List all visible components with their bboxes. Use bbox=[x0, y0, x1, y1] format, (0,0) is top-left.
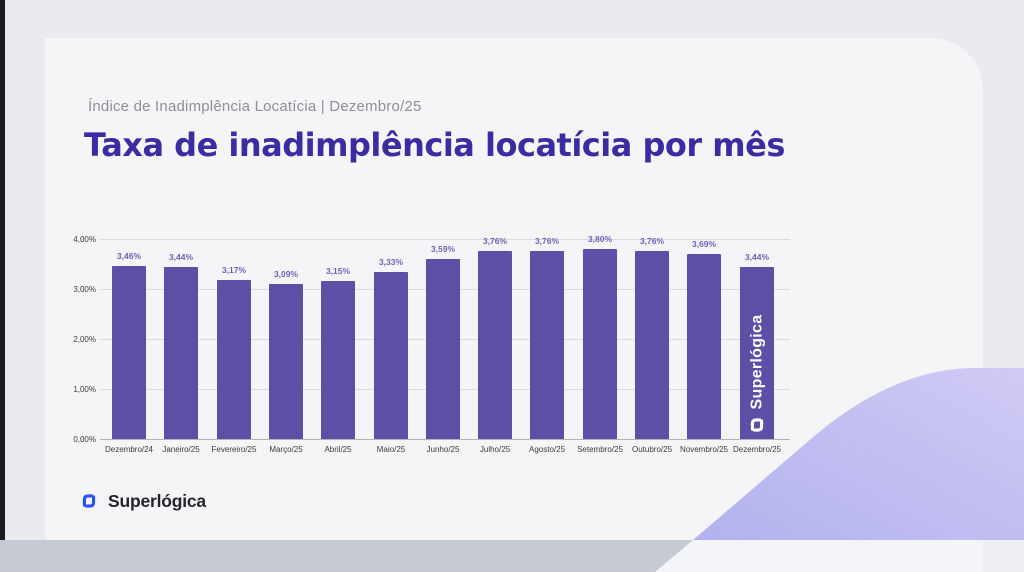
bar bbox=[217, 280, 251, 439]
y-axis-label: 2,00% bbox=[73, 335, 96, 344]
bar bbox=[374, 272, 408, 439]
bar-chart: 4,00% 3,00% 2,00% 1,00% 0,00% 3,46% Dezembro/2… bbox=[60, 230, 840, 462]
superlogica-loop-icon bbox=[78, 490, 100, 512]
superlogica-logo: Superlógica bbox=[78, 490, 206, 512]
bar-value-label: 3,69% bbox=[691, 239, 717, 249]
y-axis-label: 4,00% bbox=[73, 235, 96, 244]
y-axis-label: 0,00% bbox=[73, 435, 96, 444]
bar-value-label: 3,17% bbox=[221, 265, 247, 275]
bar bbox=[478, 251, 512, 439]
bar-value-label: 3,33% bbox=[378, 257, 404, 267]
bar bbox=[269, 284, 303, 439]
bar-value-label: 3,80% bbox=[587, 234, 613, 244]
superlogica-logo-text: Superlógica bbox=[108, 490, 206, 511]
bottom-strip bbox=[0, 540, 983, 572]
x-axis-label: Outubro/25 bbox=[631, 445, 673, 454]
x-axis-label: Janeiro/25 bbox=[162, 445, 200, 454]
bar-value-label: 3,44% bbox=[744, 252, 770, 262]
bar-value-label: 3,15% bbox=[325, 266, 351, 276]
bar-value-label: 3,09% bbox=[273, 269, 299, 279]
slide-card: Índice de Inadimplência Locatícia | Deze… bbox=[45, 38, 983, 540]
bar bbox=[321, 281, 355, 439]
bar-value-label: 3,76% bbox=[639, 236, 665, 246]
bar bbox=[164, 267, 198, 439]
eyebrow-text: Índice de Inadimplência Locatícia | Deze… bbox=[88, 98, 422, 115]
x-axis-label: Agosto/25 bbox=[528, 445, 566, 454]
bar-value-label: 3,76% bbox=[482, 236, 508, 246]
page-title: Taxa de inadimplência locatícia por mês bbox=[84, 126, 785, 164]
bottom-strip-right bbox=[983, 540, 1024, 572]
bar-value-label: 3,76% bbox=[534, 236, 560, 246]
x-axis-label: Abril/25 bbox=[324, 445, 352, 454]
superlogica-watermark-text: Superlógica bbox=[748, 314, 766, 410]
bar bbox=[112, 266, 146, 439]
x-axis-label: Dezembro/24 bbox=[104, 445, 154, 454]
x-axis-label: Julho/25 bbox=[479, 445, 511, 454]
y-axis-label: 1,00% bbox=[73, 385, 96, 394]
bar: Superlógica bbox=[740, 267, 774, 439]
x-axis-label: Maio/25 bbox=[376, 445, 406, 454]
bar bbox=[635, 251, 669, 439]
bar-value-label: 3,44% bbox=[168, 252, 194, 262]
y-axis-label: 3,00% bbox=[73, 285, 96, 294]
x-axis-label: Dezembro/25 bbox=[732, 445, 782, 454]
superlogica-watermark-icon bbox=[746, 414, 768, 436]
x-axis-label: Fevereiro/25 bbox=[211, 445, 257, 454]
bar bbox=[583, 249, 617, 439]
bar bbox=[426, 259, 460, 439]
x-axis-label: Março/25 bbox=[269, 445, 303, 454]
gridline bbox=[100, 439, 790, 440]
bar-value-label: 3,46% bbox=[116, 251, 142, 261]
x-axis-label: Junho/25 bbox=[426, 445, 460, 454]
x-axis-label: Setembro/25 bbox=[577, 445, 623, 454]
gridline bbox=[100, 239, 790, 240]
bar bbox=[687, 254, 721, 439]
bar bbox=[530, 251, 564, 439]
bar-value-label: 3,59% bbox=[430, 244, 456, 254]
left-edge-strip bbox=[0, 0, 5, 540]
